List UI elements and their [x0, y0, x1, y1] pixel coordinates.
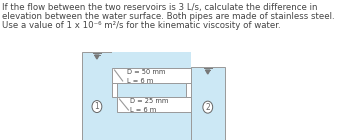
Polygon shape: [205, 70, 210, 74]
Text: D = 50 mm
L = 6 m: D = 50 mm L = 6 m: [127, 69, 165, 83]
Text: D = 25 mm
L = 6 m: D = 25 mm L = 6 m: [130, 98, 168, 113]
Text: 1: 1: [94, 102, 99, 111]
Bar: [112, 52, 191, 140]
Circle shape: [92, 101, 102, 113]
Text: If the flow between the two reservoirs is 3 L/s, calculate the difference in: If the flow between the two reservoirs i…: [2, 3, 318, 12]
Text: Use a value of 1 x 10⁻⁶ m²/s for the kinematic viscosity of water.: Use a value of 1 x 10⁻⁶ m²/s for the kin…: [2, 21, 281, 30]
Bar: [191, 67, 225, 140]
Bar: [112, 83, 117, 97]
Polygon shape: [95, 55, 99, 59]
Text: 2: 2: [205, 103, 210, 112]
Bar: [186, 83, 191, 97]
Circle shape: [203, 101, 213, 113]
Bar: [112, 68, 191, 83]
Text: elevation between the water surface. Both pipes are made of stainless steel.: elevation between the water surface. Bot…: [2, 12, 335, 21]
Bar: [117, 97, 191, 112]
Bar: [82, 52, 112, 140]
